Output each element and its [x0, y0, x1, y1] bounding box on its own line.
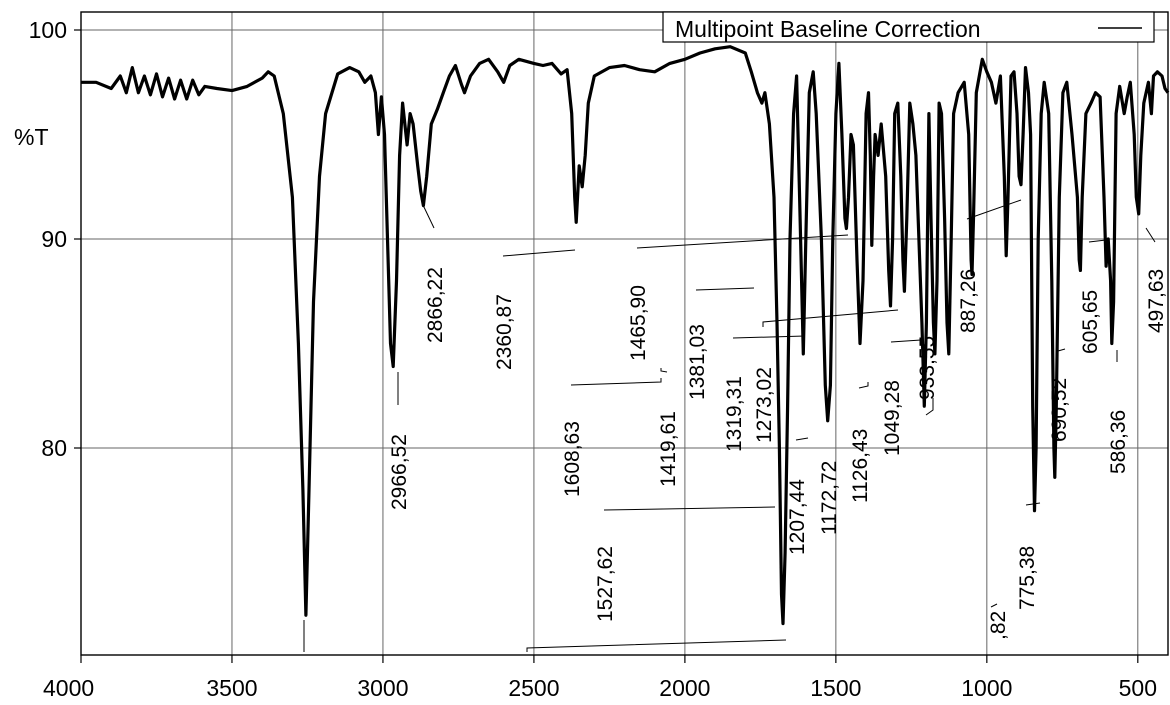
- x-tick-label: 1000: [961, 675, 1012, 701]
- x-tick-label: 3500: [206, 675, 257, 701]
- peak-leader-line: [502, 249, 576, 257]
- peak-label: 2360,87: [493, 294, 516, 370]
- series-layer: [81, 45, 1170, 626]
- spectrum-line: [81, 45, 1170, 626]
- peak-leader-line: [526, 639, 787, 652]
- y-tick-label: 90: [41, 226, 67, 252]
- peak-leader-line: [762, 309, 899, 327]
- peak-leader-line: [1057, 348, 1066, 352]
- peak-leader-line: [603, 506, 776, 511]
- peak-label: 933,55: [916, 336, 939, 400]
- peak-leader-line: [660, 368, 668, 373]
- peak-label: 1172,72: [818, 461, 841, 535]
- peak-label: 887,26: [957, 269, 980, 333]
- peak-label: 605,65: [1079, 290, 1102, 354]
- peak-label: 586,36: [1107, 410, 1130, 474]
- peak-label: 1049,28: [881, 380, 904, 456]
- peak-leader-line: [858, 382, 869, 389]
- x-tick-label: 500: [1119, 675, 1157, 701]
- peak-labels: 2966,52 2866,22 2360,87 1465,90 1608,63 1419,…: [388, 267, 1168, 640]
- peak-label: 1527,62: [594, 546, 617, 622]
- peak-label: 2866,22: [424, 267, 447, 343]
- x-tick-label: 2500: [508, 675, 559, 701]
- x-tick-label: 3000: [357, 675, 408, 701]
- peak-label: 1319,31: [723, 376, 746, 452]
- peak-leader-line: [1145, 227, 1156, 243]
- peak-leader-line: [422, 204, 435, 229]
- peak-leader-line: [1088, 239, 1107, 243]
- peak-label: 1419,61: [657, 411, 680, 487]
- x-tick-label: 4000: [43, 675, 94, 701]
- peak-label: 1273,02: [753, 367, 776, 443]
- legend: Multipoint Baseline Correction: [662, 11, 1155, 43]
- y-axis-unit-label: %T: [14, 124, 49, 150]
- peak-leader-line: [695, 287, 755, 291]
- peak-label: 2966,52: [388, 434, 411, 510]
- y-tick-label: 100: [29, 17, 67, 43]
- peak-label: 690,52: [1048, 378, 1071, 442]
- peak-label: 775,38: [1016, 546, 1039, 610]
- grid-lines: [81, 12, 1168, 655]
- x-tick-label: 1500: [810, 675, 861, 701]
- peak-leader-line: [636, 234, 849, 249]
- x-tick-label: 2000: [659, 675, 710, 701]
- peak-label: 1465,90: [627, 285, 650, 361]
- legend-box: [662, 11, 1155, 43]
- peak-leader-line: [795, 437, 809, 441]
- y-tick-label: 80: [41, 435, 67, 461]
- peak-label: 1126,43: [849, 429, 872, 503]
- peak-label: 1207,44: [786, 479, 809, 555]
- peak-leader-lines: [303, 199, 1156, 652]
- peak-leader-line: [890, 339, 922, 343]
- peak-label: 1608,63: [561, 421, 584, 497]
- peak-label: ,82: [987, 611, 1010, 640]
- axis-ticks: 4000 3500 3000 2500 2000 1500 1000 500 100 90 80: [29, 17, 1157, 701]
- peak-leader-line: [570, 378, 662, 386]
- plot-border: [80, 11, 1169, 656]
- peak-leader-line: [990, 603, 998, 608]
- peak-leader-line: [925, 398, 934, 416]
- peak-label: 1381,03: [686, 324, 709, 400]
- peak-label: 497,63: [1145, 269, 1168, 333]
- legend-label: Multipoint Baseline Correction: [675, 16, 981, 42]
- plot-frame: [80, 11, 1169, 656]
- peak-leader-line: [732, 335, 806, 339]
- peak-leader-line: [966, 199, 1022, 220]
